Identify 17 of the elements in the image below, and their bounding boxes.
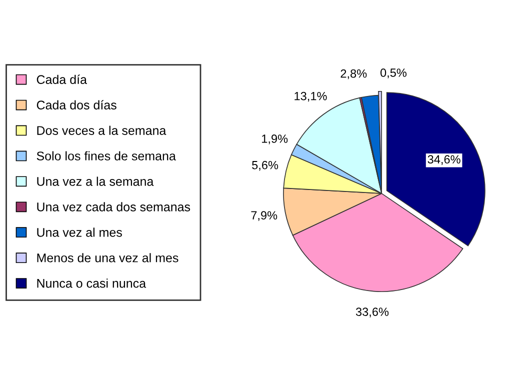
legend-label: Dos veces a la semana (37, 126, 166, 135)
legend-label: Una vez al mes (37, 228, 122, 237)
data-label: 7,9% (251, 211, 278, 221)
legend-label: Cada día (36, 74, 87, 84)
data-label: 0,5% (380, 68, 406, 78)
legend-label: Una vez cada dos semanas (37, 202, 190, 212)
data-label: 1,9% (262, 134, 288, 144)
legend-label: Solo los fines de semana (36, 151, 176, 160)
legend-label: Nunca o casi nunca (37, 278, 146, 288)
data-label: 33,6% (356, 308, 389, 318)
legend-label: Menos de una vez al mes (37, 253, 178, 262)
legend-label: Una vez a la semana (37, 176, 154, 186)
data-label: 2,8% (340, 69, 367, 80)
data-label: 34,6% (428, 155, 460, 165)
data-label: 5,6% (252, 160, 278, 171)
data-label: 13,1% (294, 92, 327, 102)
legend-label: Cada dos días (36, 100, 116, 110)
